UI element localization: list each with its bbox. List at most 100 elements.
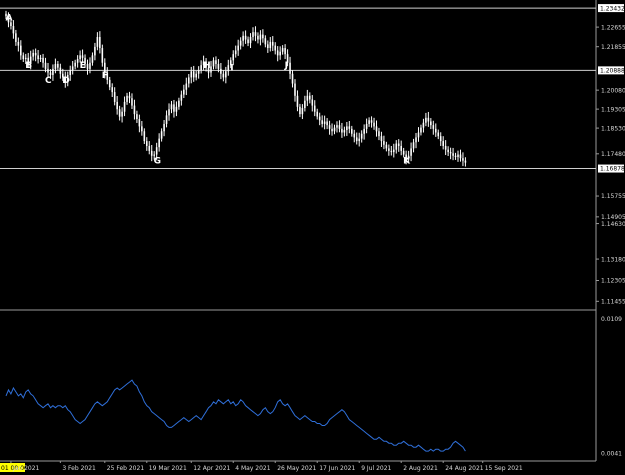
candle-body — [291, 73, 294, 84]
candle-body — [264, 38, 267, 45]
candle-body — [316, 111, 319, 117]
candle-body — [64, 77, 67, 83]
wave-label-F: F — [102, 71, 108, 81]
time-axis-label: 19 Mar 2021 — [149, 465, 187, 472]
candle-body — [252, 32, 254, 38]
candle-body — [341, 128, 343, 133]
wave-label-G: G — [154, 157, 161, 167]
candle-body — [101, 48, 104, 63]
time-axis-label: 2 Aug 2021 — [403, 465, 438, 472]
candle-body — [249, 37, 252, 44]
candle-body — [296, 95, 299, 107]
price-axis-label: 1.11455 — [601, 299, 625, 306]
candle-body — [360, 133, 363, 139]
candle-body — [160, 131, 163, 139]
candle-body — [363, 128, 365, 134]
price-pane[interactable]: 1.22655 1.21855 1.20080 1.19305 1.18530 1.174… — [0, 0, 625, 461]
candle-body — [358, 138, 361, 142]
candle-body — [402, 150, 405, 155]
candle-body — [183, 89, 185, 95]
candle-body — [247, 39, 249, 44]
candle-body — [237, 45, 239, 51]
candle-body — [59, 67, 62, 74]
candle-body — [336, 125, 338, 128]
candle-body — [412, 142, 415, 149]
candle-body — [141, 126, 143, 132]
candle-body — [76, 59, 79, 63]
candle-body — [388, 148, 390, 151]
candle-body — [7, 16, 10, 23]
candle-body — [37, 55, 39, 60]
candle-body — [71, 66, 74, 71]
price-axis-label: 1.15755 — [601, 193, 625, 200]
candle-body — [44, 62, 47, 69]
candle-body — [410, 148, 412, 156]
candle-body — [462, 158, 464, 161]
candle-body — [42, 57, 44, 63]
candle-body — [449, 152, 452, 154]
wave-label-J: J — [284, 61, 288, 71]
candle-body — [430, 121, 432, 126]
candle-body — [62, 73, 64, 78]
candle-body — [212, 60, 215, 67]
candle-body — [10, 22, 12, 27]
candle-body — [49, 72, 52, 75]
candle-body — [22, 55, 25, 60]
candle-body — [52, 68, 54, 75]
candle-body — [338, 125, 341, 129]
candle-body — [229, 60, 232, 66]
indicator-pane[interactable]: 0.0109 0.0041 — [0, 316, 622, 462]
candle-body — [365, 123, 368, 129]
price-axis-label: 1.18530 — [601, 125, 625, 132]
candle-body — [86, 63, 89, 69]
candle-body — [262, 34, 264, 39]
candle-body — [20, 45, 22, 56]
candle-body — [69, 70, 72, 75]
candle-body — [244, 35, 247, 40]
candle-body — [422, 122, 425, 128]
start-time-tag-label: 01 00:00 — [1, 465, 28, 472]
indicator-axis-label: 0.0041 — [601, 450, 622, 457]
candle-body — [313, 105, 316, 112]
candle-body — [138, 119, 141, 127]
candle-body — [294, 83, 296, 96]
candle-body — [91, 55, 94, 63]
price-level-tag — [598, 164, 624, 173]
candle-body — [89, 62, 91, 69]
wave-label-H: H — [203, 61, 211, 71]
candle-body — [355, 137, 358, 142]
candle-body — [197, 70, 200, 74]
candle-body — [464, 160, 467, 163]
candle-body — [57, 63, 59, 68]
candle-body — [378, 131, 380, 137]
candle-body — [383, 141, 385, 145]
indicator-line[interactable] — [5, 379, 466, 452]
candle-body — [442, 141, 444, 146]
time-axis-label: 24 Aug 2021 — [445, 465, 484, 472]
candle-body — [459, 154, 462, 159]
candle-body — [457, 154, 459, 157]
candle-body — [351, 128, 353, 134]
price-level-tag-label: 1.23432 — [600, 5, 625, 12]
time-axis-label: Jan 2021 — [12, 465, 40, 472]
candle-body — [5, 13, 7, 17]
candle-body — [400, 145, 402, 151]
time-axis-label: 15 Sep 2021 — [485, 465, 523, 472]
candle-body — [118, 109, 121, 117]
candle-body — [145, 141, 148, 146]
time-axis-label: 26 May 2021 — [277, 465, 316, 472]
candle-body — [163, 123, 165, 132]
candle-body — [289, 62, 291, 74]
candle-body — [143, 131, 146, 142]
candle-body — [12, 26, 15, 34]
candle-body — [346, 126, 348, 131]
candle-body — [136, 114, 138, 120]
candle-body — [192, 71, 195, 78]
candle-body — [227, 65, 230, 72]
candle-body — [131, 98, 133, 106]
candle-body — [84, 57, 86, 64]
candle-body — [276, 50, 279, 56]
